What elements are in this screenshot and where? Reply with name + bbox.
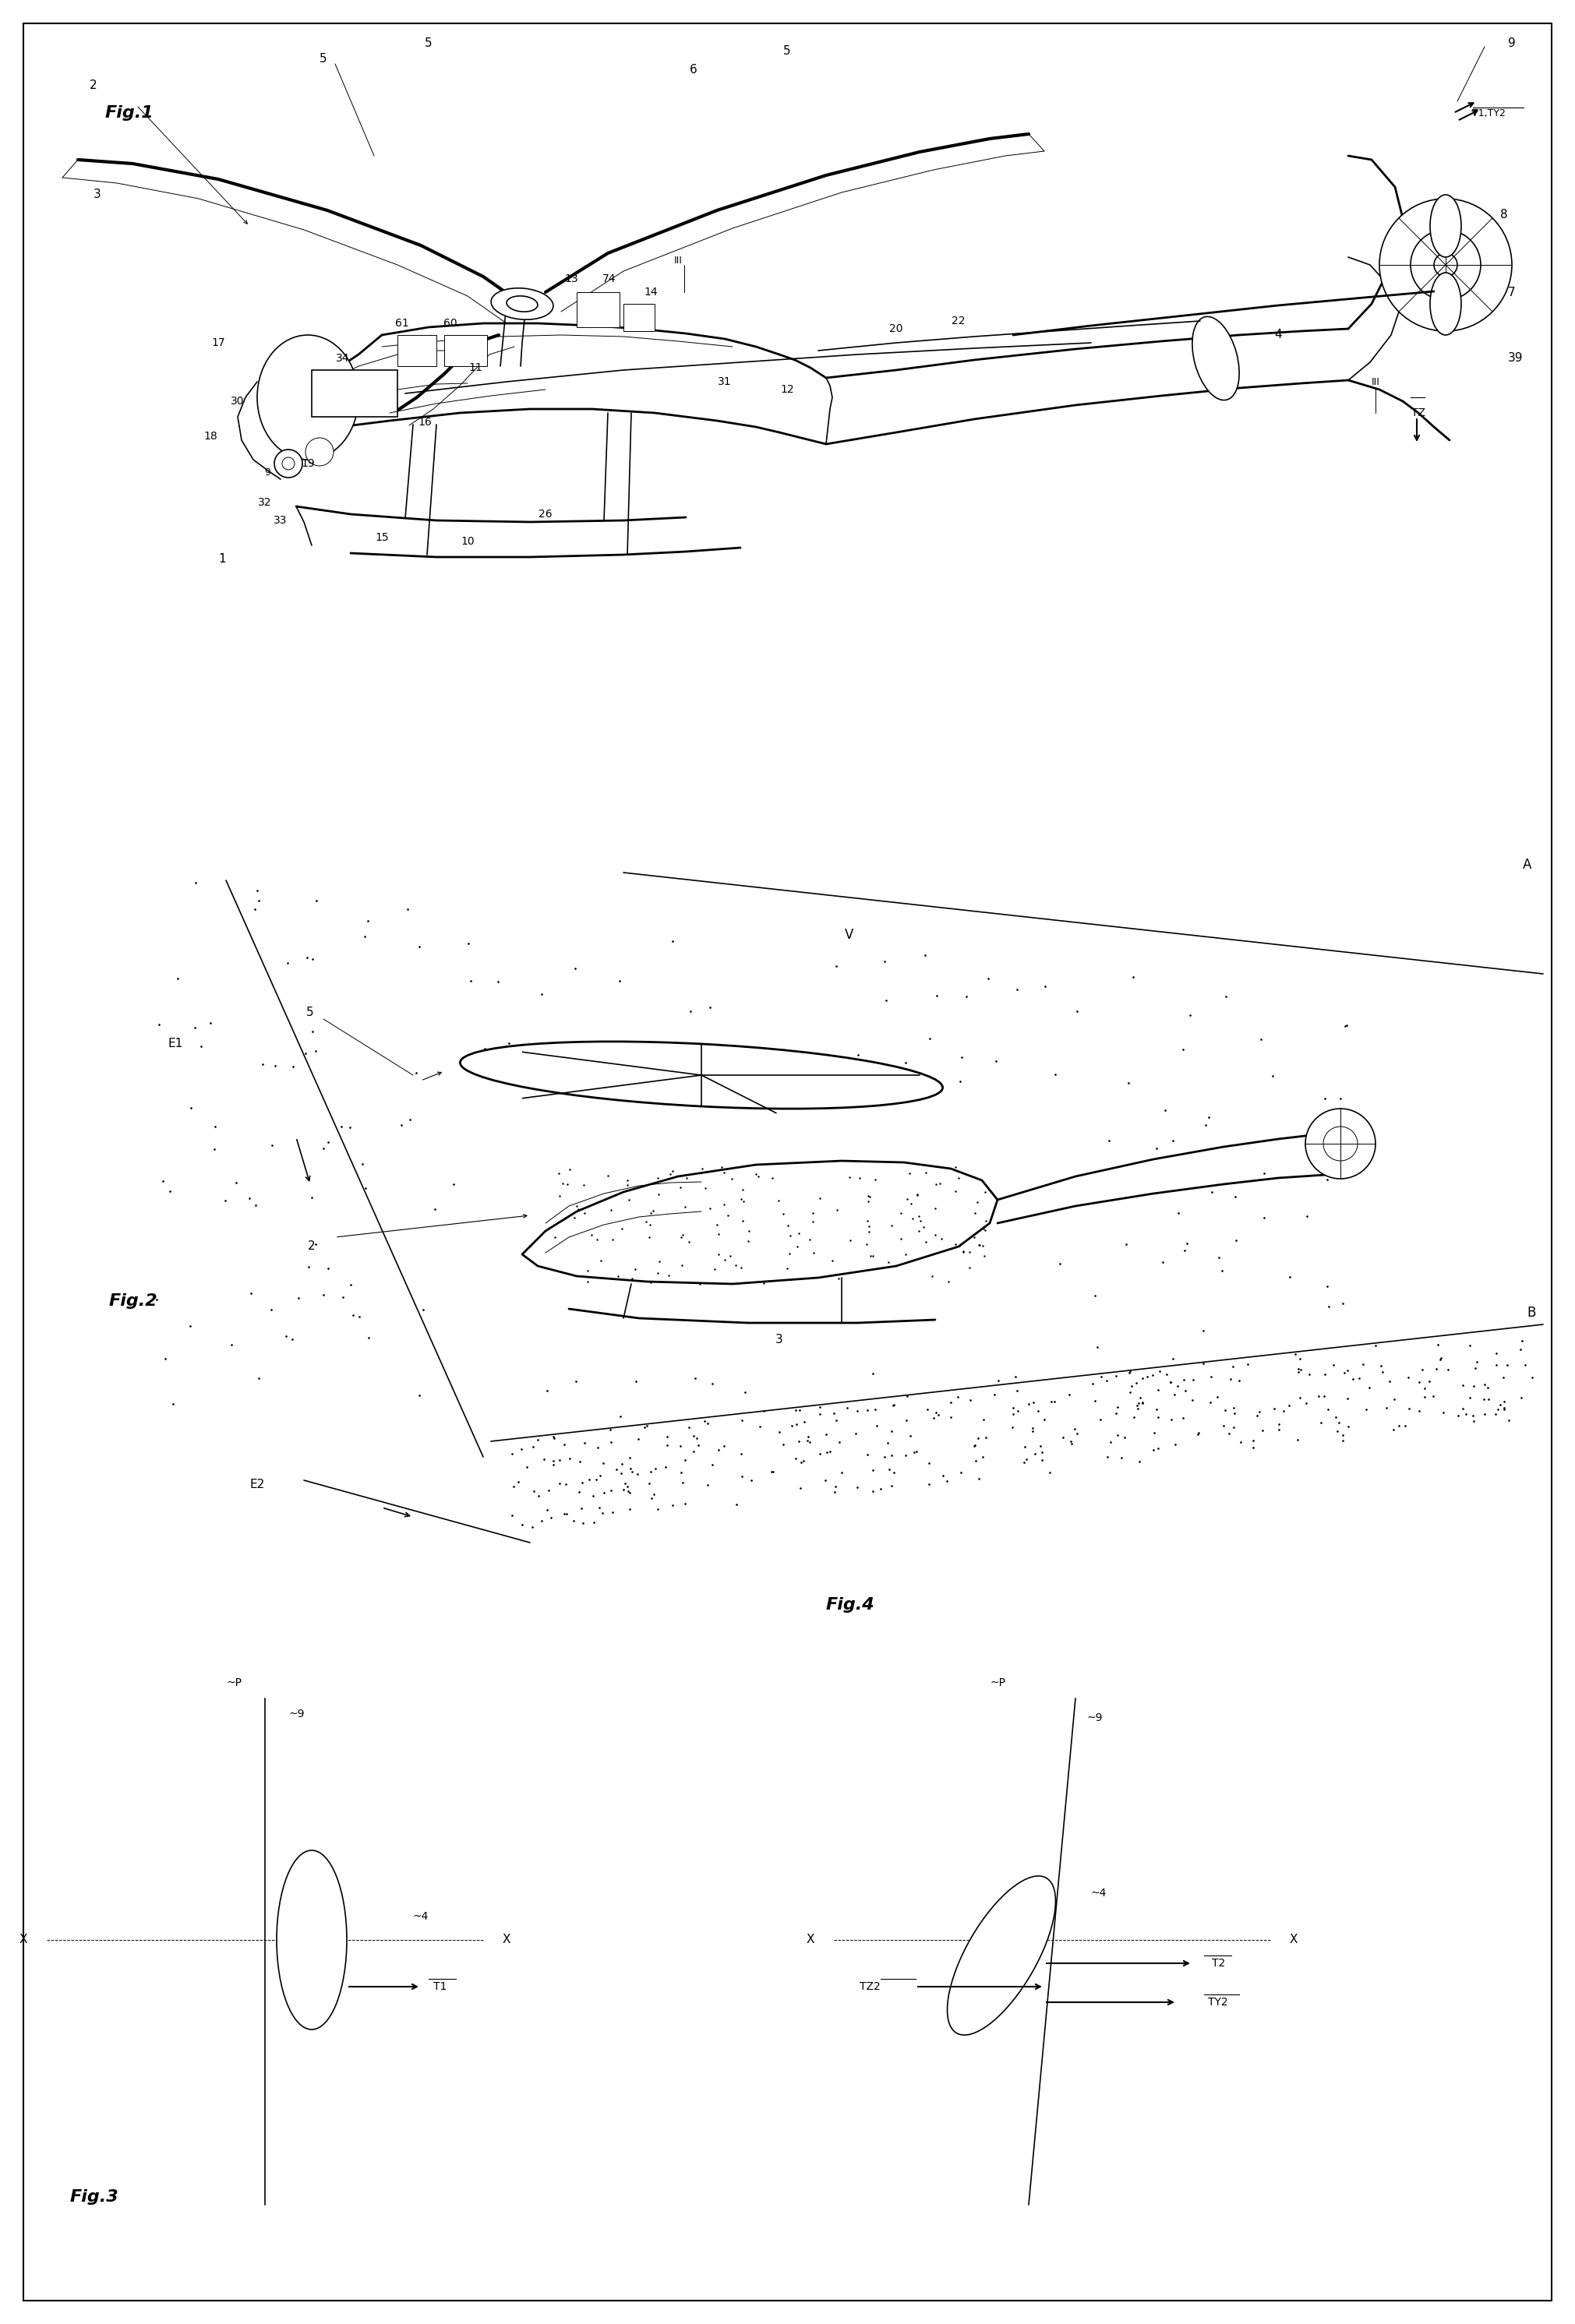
Text: ~9: ~9 [1087,1713,1102,1724]
Text: 32: 32 [258,497,272,509]
Text: ~4: ~4 [1091,1887,1107,1899]
Text: 74: 74 [603,274,616,284]
Text: III: III [674,256,682,265]
Text: 5: 5 [425,37,433,49]
Text: 26: 26 [539,509,553,521]
Text: 20: 20 [890,323,902,335]
Text: X: X [19,1934,27,1945]
Text: 10: 10 [461,537,474,546]
Text: Fig.1: Fig.1 [106,105,154,121]
Text: 30: 30 [232,395,244,407]
Circle shape [274,449,302,476]
Text: X: X [806,1934,814,1945]
Text: 3: 3 [775,1334,783,1346]
Text: 60: 60 [444,318,457,328]
Ellipse shape [1192,316,1240,400]
Text: 16: 16 [417,416,432,428]
Text: 13: 13 [564,274,578,284]
Text: ~P: ~P [989,1678,1005,1687]
Text: E1: E1 [169,1039,183,1050]
Text: T2: T2 [1211,1957,1225,1968]
Bar [576,293,619,328]
Text: TY2: TY2 [1208,1996,1228,2008]
Text: 18: 18 [203,430,217,442]
Text: E2: E2 [250,1478,265,1490]
Text: III: III [1372,376,1380,386]
Text: TZ2: TZ2 [860,1980,880,1992]
Text: 5: 5 [307,1006,313,1018]
Bar [312,370,397,416]
Ellipse shape [1430,272,1462,335]
Text: 19: 19 [301,458,315,469]
Circle shape [306,437,334,465]
Text: 6: 6 [690,65,698,77]
Circle shape [1411,230,1480,300]
Text: Fig.2: Fig.2 [109,1292,158,1308]
Text: 34: 34 [335,353,350,365]
Ellipse shape [491,288,553,321]
Text: X: X [502,1934,510,1945]
Text: 9: 9 [1509,37,1515,49]
Ellipse shape [277,1850,346,2029]
Text: 2: 2 [90,79,98,91]
Text: T1: T1 [433,1980,447,1992]
Circle shape [1323,1127,1358,1160]
Ellipse shape [507,295,537,311]
Text: Fig.4: Fig.4 [825,1597,876,1613]
Text: ~P: ~P [225,1678,241,1687]
Text: 15: 15 [375,532,389,544]
Text: TZ: TZ [1411,407,1425,418]
Text: 1: 1 [219,553,225,565]
Circle shape [1306,1109,1375,1178]
Bar [397,335,436,367]
Text: 5: 5 [320,53,328,65]
Circle shape [1380,198,1512,330]
Text: 11: 11 [468,363,482,374]
Text: Fig.3: Fig.3 [71,2189,120,2205]
Text: 9: 9 [265,467,271,479]
Bar [624,304,655,330]
Ellipse shape [947,1875,1055,2036]
Circle shape [282,458,295,469]
Text: T1,TY2: T1,TY2 [1471,107,1506,119]
Text: V: V [846,927,854,941]
Text: 31: 31 [718,376,732,388]
Ellipse shape [257,335,359,460]
Text: 61: 61 [395,318,410,328]
Text: 22: 22 [951,316,965,325]
Text: 7: 7 [1509,286,1515,297]
Text: 39: 39 [1509,353,1523,365]
Text: 4: 4 [1274,330,1282,342]
Text: 14: 14 [644,286,658,297]
Ellipse shape [1430,195,1462,258]
Text: X: X [1290,1934,1298,1945]
Text: 33: 33 [274,516,287,525]
Text: 17: 17 [211,337,225,349]
Text: 5: 5 [783,44,791,56]
Text: 2: 2 [309,1241,315,1253]
Bar [444,335,487,367]
Text: 3: 3 [93,188,101,200]
Text: 12: 12 [780,383,794,395]
Text: B: B [1526,1306,1536,1320]
Text: ~9: ~9 [288,1708,304,1720]
Text: A: A [1523,858,1532,872]
Ellipse shape [460,1041,943,1109]
Circle shape [1433,253,1457,277]
Text: 8: 8 [1501,209,1507,221]
Text: ~4: ~4 [413,1910,428,1922]
